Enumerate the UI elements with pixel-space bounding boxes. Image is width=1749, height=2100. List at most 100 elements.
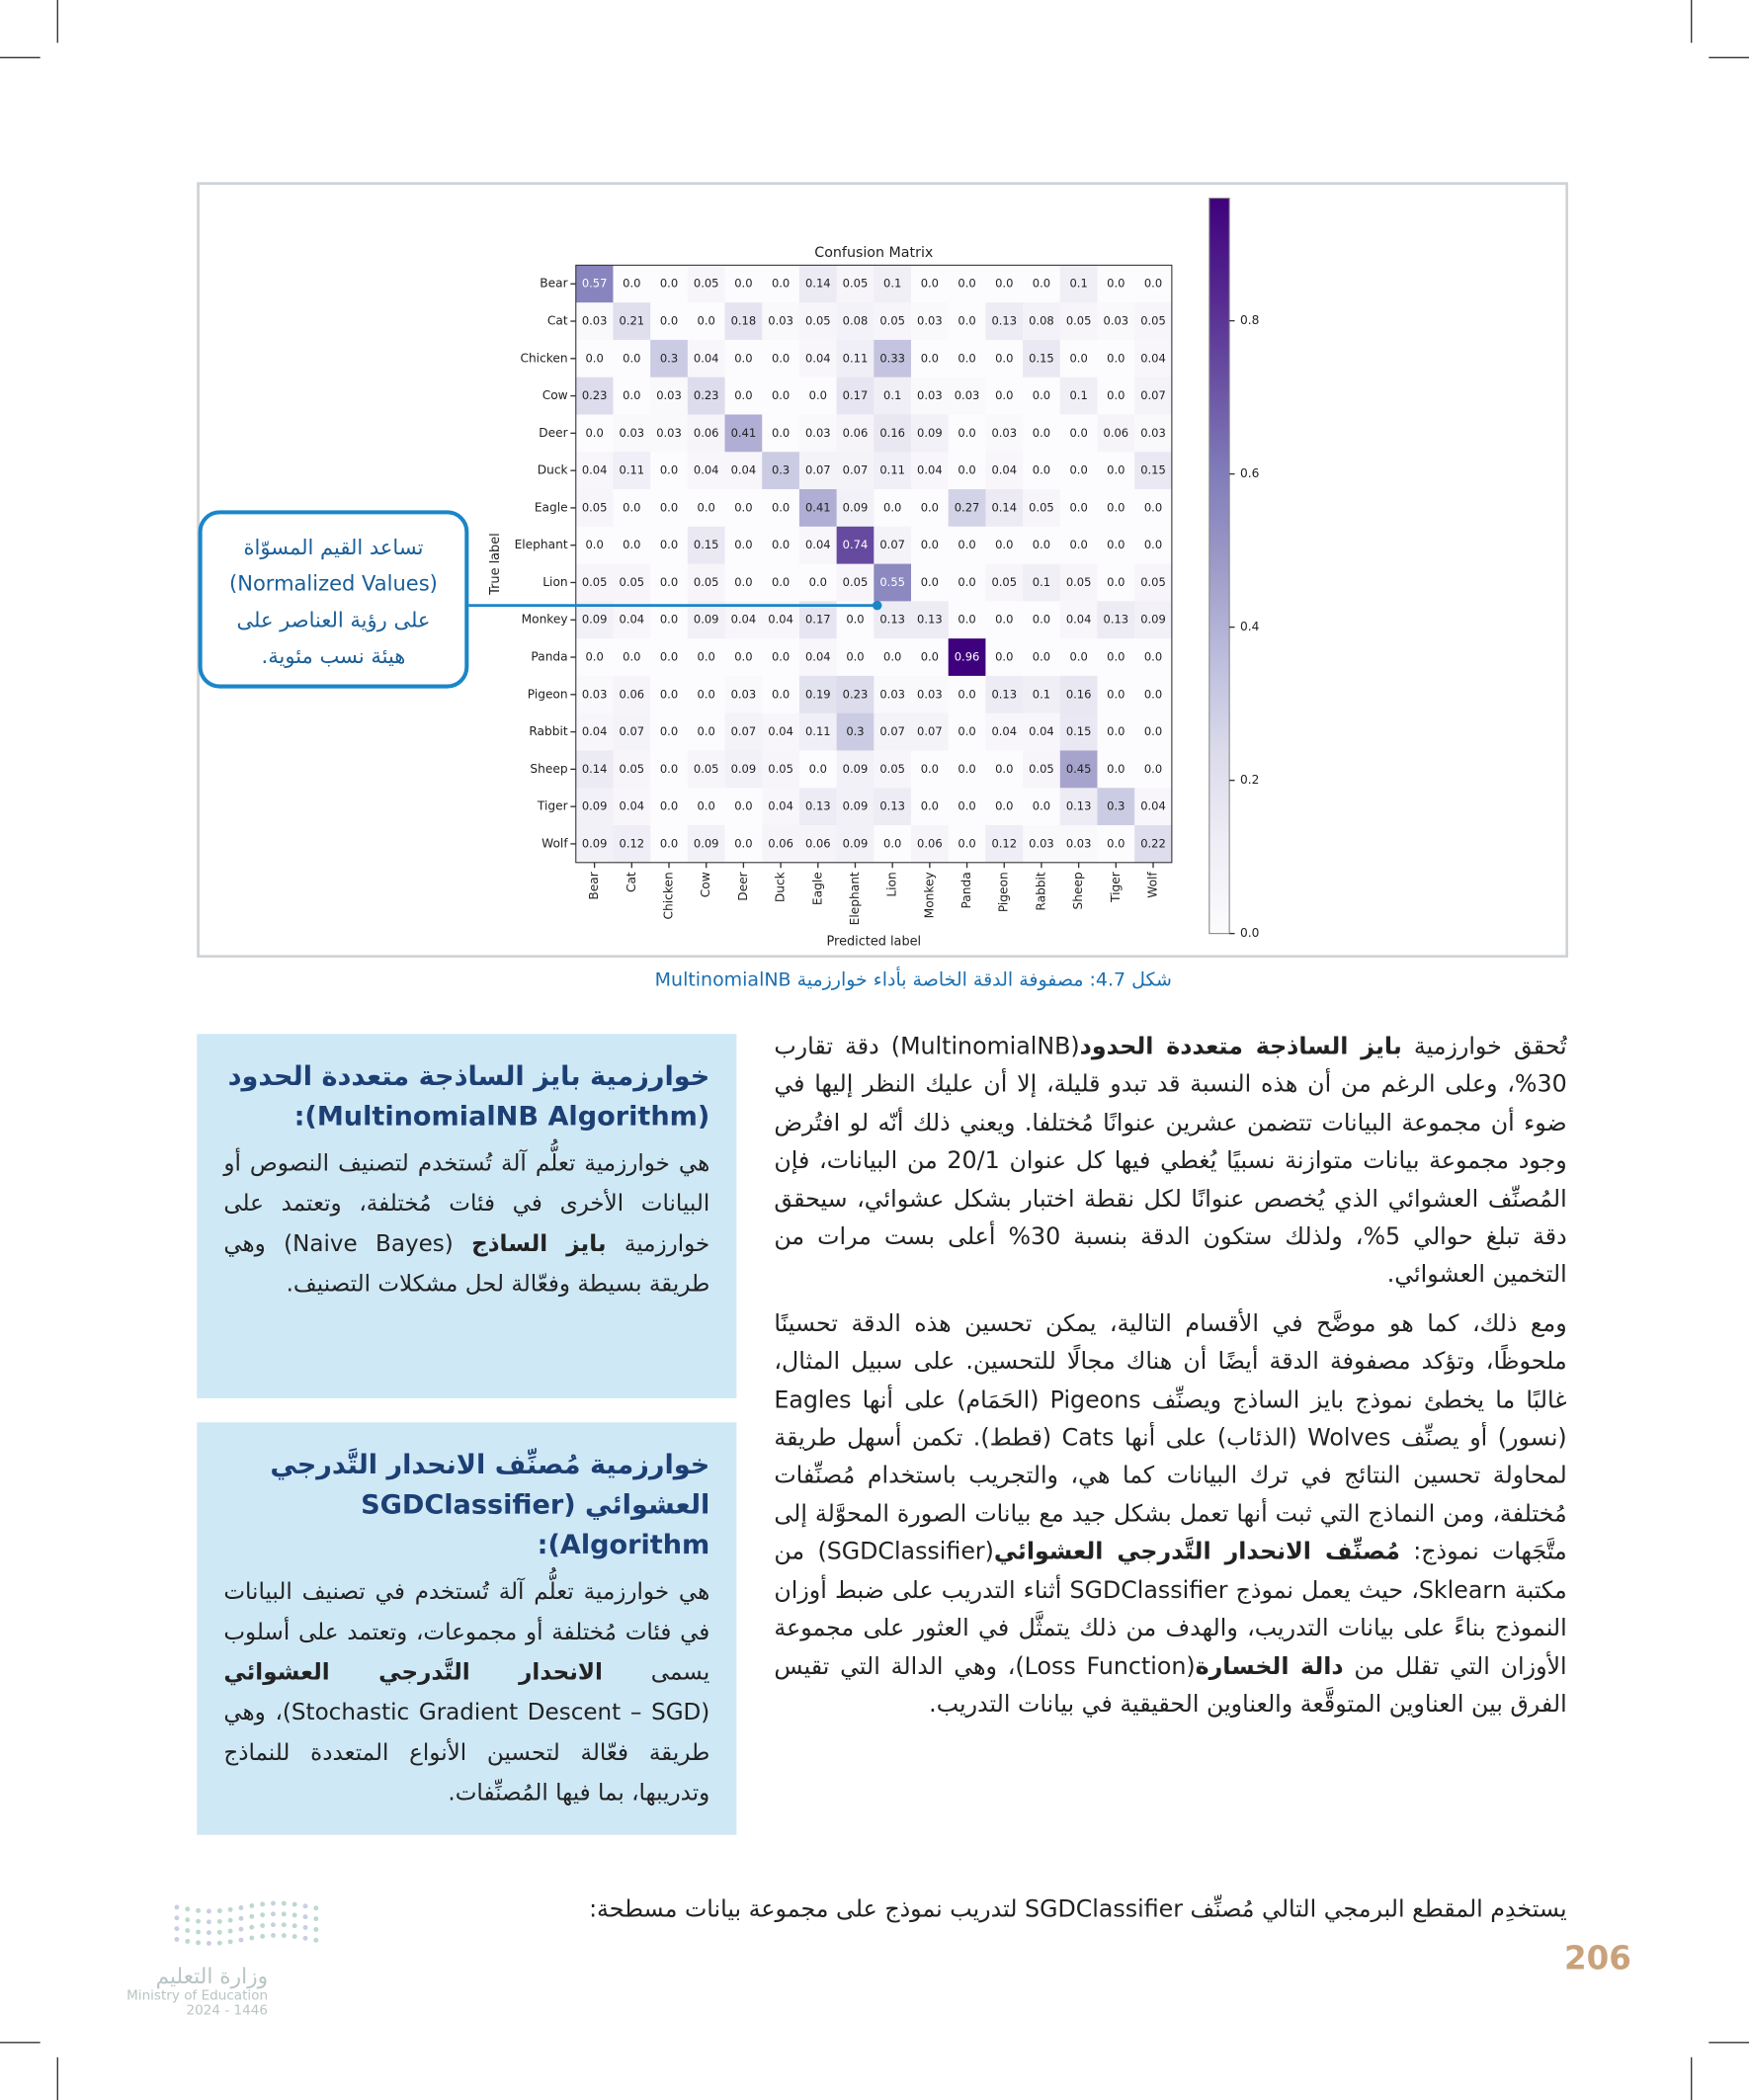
cell-label: 0.05 xyxy=(805,314,831,328)
heatmap-cell xyxy=(1023,601,1061,639)
cell-label: 0.15 xyxy=(1140,463,1166,477)
y-tick-label: Lion xyxy=(542,575,567,589)
cell-label: 0.04 xyxy=(1066,613,1092,627)
heatmap-cell xyxy=(948,750,986,789)
callout: تساعد القيم المسوّاة (Normalized Values) ع… xyxy=(198,510,469,689)
heatmap-cell xyxy=(1097,750,1135,789)
cell-label: 0.0 xyxy=(809,762,827,776)
heatmap-cell xyxy=(874,265,912,303)
cell-label: 0.0 xyxy=(734,836,752,850)
cell-label: 0.0 xyxy=(995,277,1013,291)
x-tick-label: Wolf xyxy=(1146,872,1160,898)
heatmap-cell xyxy=(687,414,725,453)
cell-label: 0.03 xyxy=(582,314,608,328)
logo-dot xyxy=(292,1901,297,1907)
heatmap-cell xyxy=(985,339,1024,378)
cell-label: 0.05 xyxy=(1066,575,1092,589)
heatmap-cell xyxy=(650,377,689,415)
heatmap-cell xyxy=(836,526,874,564)
heatmap-cell xyxy=(575,339,614,378)
logo-dot xyxy=(271,1933,276,1938)
cell-label: 0.74 xyxy=(843,538,869,551)
cell-label: 0.08 xyxy=(843,314,869,328)
heatmap-cell xyxy=(1059,339,1098,378)
heatmap-cell xyxy=(613,601,651,639)
cell-label: 0.0 xyxy=(734,799,752,813)
heatmap-cell xyxy=(911,377,950,415)
cell-label: 0.0 xyxy=(921,799,939,813)
cell-label: 0.57 xyxy=(582,277,608,291)
cell-label: 0.05 xyxy=(1029,762,1054,776)
cell-label: 0.07 xyxy=(1140,388,1166,402)
cell-label: 0.05 xyxy=(843,277,869,291)
heatmap-cell xyxy=(650,713,689,751)
cell-label: 0.0 xyxy=(1107,687,1124,701)
cell-label: 0.0 xyxy=(660,277,678,291)
heatmap-cell xyxy=(1023,377,1061,415)
cell-label: 0.17 xyxy=(805,613,831,627)
cell-label: 0.0 xyxy=(772,426,790,440)
cell-label: 0.09 xyxy=(843,762,869,776)
cell-label: 0.0 xyxy=(660,500,678,514)
heatmap-cell xyxy=(724,265,763,303)
cell-label: 0.1 xyxy=(1033,687,1050,701)
cell-label: 0.05 xyxy=(582,500,608,514)
cell-label: 0.0 xyxy=(772,575,790,589)
cell-label: 0.03 xyxy=(731,687,757,701)
cell-label: 0.0 xyxy=(772,351,790,365)
heatmap-cell xyxy=(874,489,912,528)
heatmap-cell xyxy=(762,265,800,303)
cell-label: 0.03 xyxy=(805,426,831,440)
cell-label: 0.05 xyxy=(843,575,869,589)
cell-label: 0.07 xyxy=(805,463,831,477)
heatmap-cell xyxy=(911,563,950,602)
y-tick-label: Tiger xyxy=(537,799,569,813)
heatmap-cell xyxy=(911,601,950,639)
cell-label: 0.0 xyxy=(809,388,827,402)
heatmap-cell xyxy=(798,339,838,378)
heatmap-cell xyxy=(948,452,986,490)
cell-label: 0.0 xyxy=(958,799,975,813)
heatmap-cell xyxy=(911,265,950,303)
heatmap-cell xyxy=(948,265,986,303)
cell-label: 0.0 xyxy=(846,613,864,627)
cell-label: 0.0 xyxy=(585,426,603,440)
heatmap-cell xyxy=(575,452,614,490)
cell-label: 0.05 xyxy=(879,762,905,776)
cell-label: 0.23 xyxy=(843,687,869,701)
heatmap-cell xyxy=(948,526,986,564)
heatmap-cell xyxy=(985,526,1024,564)
heatmap-cell xyxy=(687,750,725,789)
heatmap-cell xyxy=(575,675,614,714)
cell-label: 0.05 xyxy=(694,575,719,589)
cell-label: 0.0 xyxy=(921,500,939,514)
cell-label: 0.22 xyxy=(1140,836,1166,850)
heatmap-cell xyxy=(874,825,912,864)
heatmap-cell xyxy=(1097,414,1135,453)
heatmap-cell xyxy=(836,713,874,751)
heatmap-cell xyxy=(575,377,614,415)
heatmap-cell xyxy=(650,526,689,564)
cell-label: 0.3 xyxy=(660,351,678,365)
heatmap-cell xyxy=(1134,675,1173,714)
cell-label: 0.0 xyxy=(1107,836,1124,850)
cell-label: 0.0 xyxy=(995,799,1013,813)
ministry-logo: وزارة التعليم Ministry of Education 2024… xyxy=(80,1964,268,2019)
heatmap-cell xyxy=(911,788,950,826)
cell-label: 0.0 xyxy=(585,351,603,365)
heatmap-cell xyxy=(836,563,874,602)
heatmap-cell xyxy=(575,265,614,303)
heatmap-cell xyxy=(985,825,1024,864)
heatmap-cell xyxy=(650,675,689,714)
heatmap-cell xyxy=(1097,638,1135,677)
heatmap-cell xyxy=(613,825,651,864)
cell-label: 0.03 xyxy=(582,687,608,701)
cell-label: 0.13 xyxy=(1104,613,1129,627)
x-tick-label: Elephant xyxy=(848,872,862,925)
heatmap-cell xyxy=(1059,750,1098,789)
heatmap-cell xyxy=(874,302,912,341)
cell-label: 0.0 xyxy=(623,351,640,365)
cell-label: 0.09 xyxy=(917,426,943,440)
heatmap-cell xyxy=(874,452,912,490)
